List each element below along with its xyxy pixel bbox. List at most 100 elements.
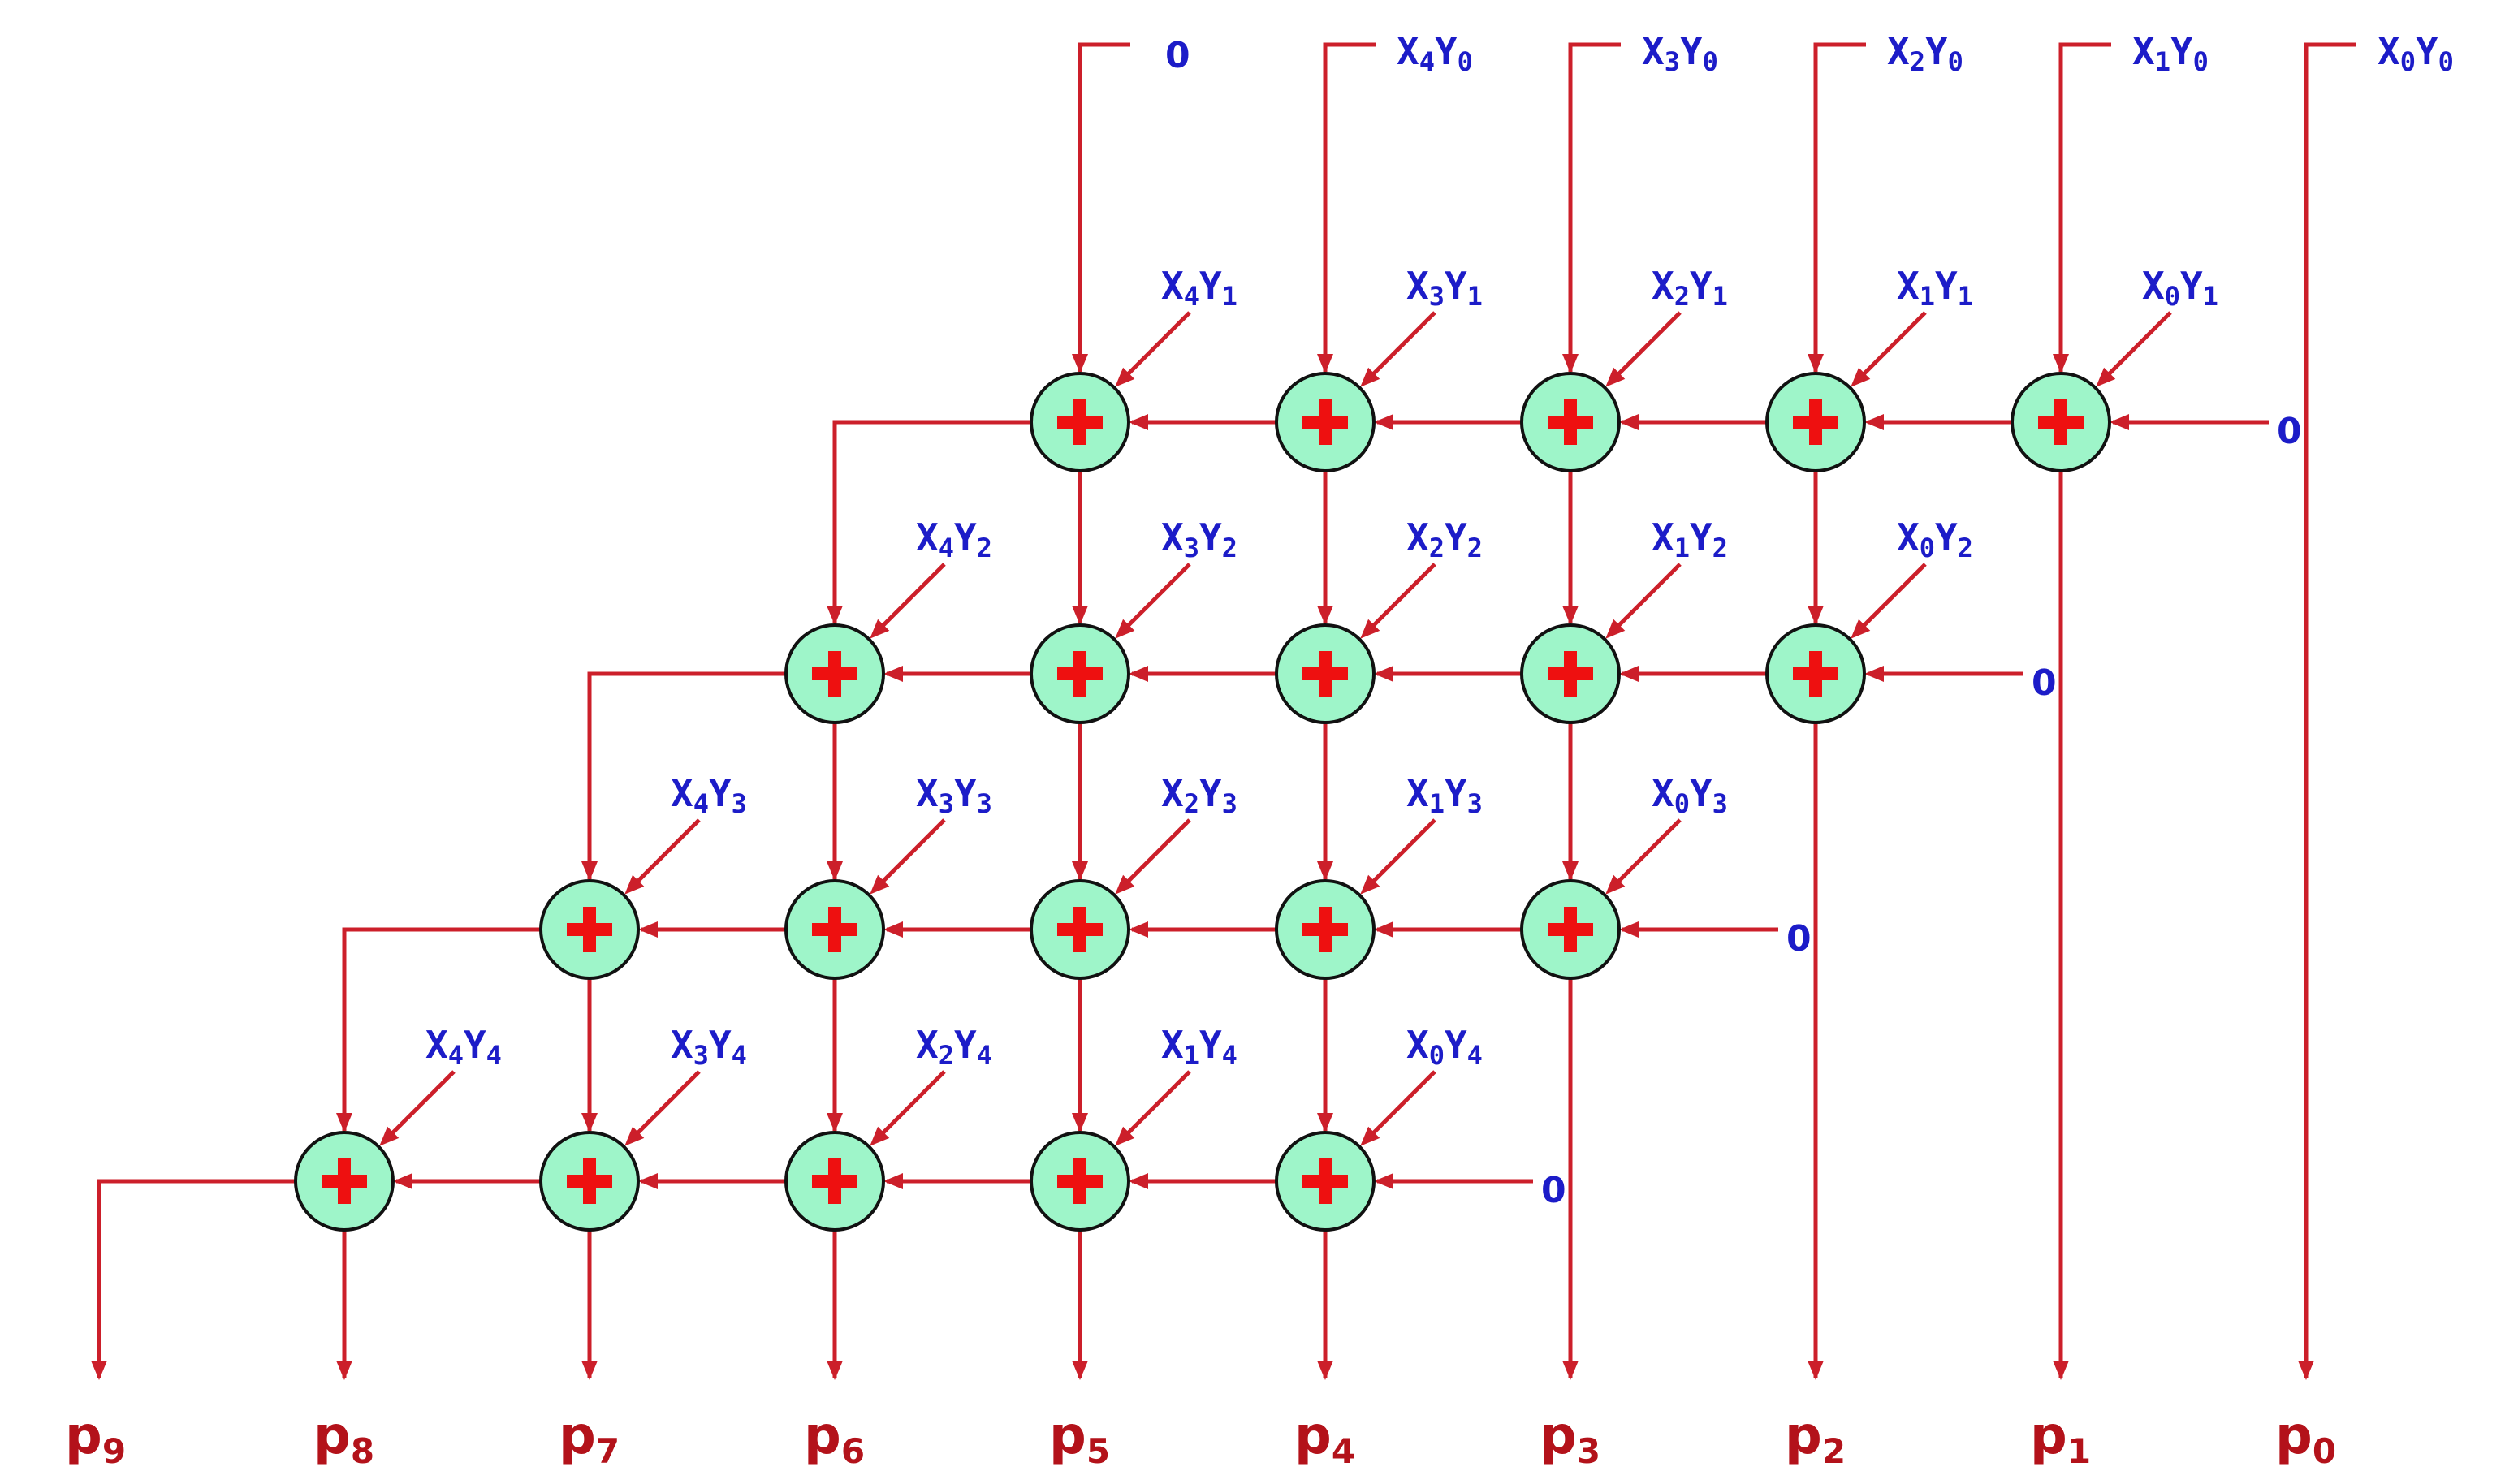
row4-sum-arrow-1: [581, 1361, 598, 1380]
row4-carry-arrow-3: [883, 1173, 903, 1189]
pp-wire-1-3: [1363, 818, 1436, 891]
pp-term-1-2: X1Y2: [1652, 516, 1728, 563]
pp-arrow-1-2: [1605, 619, 1626, 639]
row3-msb-arrow: [336, 1113, 352, 1132]
pp-arrow-1-4: [1115, 1126, 1135, 1146]
plus-icon-v: [583, 1158, 596, 1204]
row1-carry-arrow-3: [1619, 414, 1639, 430]
pp-arrow-1-1: [1851, 367, 1871, 387]
top-input-wire-top-c1: [2058, 42, 2111, 372]
pp-term-1-4: X1Y4: [1161, 1023, 1237, 1071]
pp-term-3-1: X3Y1: [1406, 264, 1483, 312]
row3-sum-arrow-2: [1072, 1113, 1088, 1132]
row4-carry-arrow-4: [1129, 1173, 1148, 1189]
pp-term-1-3: X1Y3: [1406, 771, 1483, 819]
top-zero-label: 0: [1165, 35, 1190, 76]
pp-wire-2-3: [1118, 818, 1191, 891]
top-input-arrow-top-c2: [1808, 354, 1824, 373]
pp-arrow-3-4: [624, 1126, 645, 1146]
output-p6: p6: [804, 1406, 865, 1471]
row2-zero-label: 0: [2032, 662, 2057, 704]
plus-icon-v: [1809, 399, 1822, 445]
top-input-wire-top-c0: [2304, 42, 2356, 372]
row2-carry-arrow-1: [883, 666, 903, 682]
plus-icon-v: [1073, 651, 1086, 697]
plus-icon-v: [583, 907, 596, 952]
row4-carry-arrow-1: [393, 1173, 412, 1189]
plus-icon-v: [828, 651, 841, 697]
top-input-wire-top-c3: [1568, 42, 1621, 372]
top-term-3-0: X3Y0: [1642, 29, 1718, 77]
row4-zero-label: 0: [1541, 1170, 1566, 1211]
pp-term-2-4: X2Y4: [916, 1023, 992, 1071]
plus-icon-v: [1073, 399, 1086, 445]
row4-carry-arrow-2: [638, 1173, 658, 1189]
row2-sum-arrow-0: [827, 861, 843, 881]
pp-term-3-2: X3Y2: [1161, 516, 1237, 563]
top-input-wire-top-c5: [1078, 42, 1130, 372]
pp-wire-3-2: [1118, 563, 1191, 636]
wire-layer: [91, 42, 2356, 1380]
pp-wire-2-1: [1609, 311, 1682, 384]
pp-wire-4-3: [628, 818, 701, 891]
row2-zero-arrow: [1864, 666, 1884, 682]
adder-1-1: [1765, 372, 1866, 472]
pp-arrow-4-4: [379, 1126, 400, 1146]
pp-arrow-0-3: [1605, 874, 1626, 895]
pp-wire-0-1: [2099, 311, 2172, 384]
top-input-arrow-top-c1: [2053, 354, 2069, 373]
adder-3-1: [1275, 372, 1376, 472]
pp-arrow-3-2: [1115, 619, 1135, 639]
top-term-2-0: X2Y0: [1887, 29, 1963, 77]
pp-arrow-4-3: [624, 874, 645, 895]
pp-arrow-0-2: [1851, 619, 1871, 639]
row1-zero-arrow: [2110, 414, 2129, 430]
row4-zero-arrow: [1374, 1173, 1393, 1189]
output-p1: p1: [2030, 1406, 2091, 1471]
output-p5: p5: [1049, 1406, 1110, 1471]
adder-4-1: [1030, 372, 1130, 472]
pp-arrow-3-1: [1360, 367, 1380, 387]
pp-arrow-2-2: [1360, 619, 1380, 639]
pp-arrow-3-3: [870, 874, 890, 895]
pp-term-4-4: X4Y4: [425, 1023, 502, 1071]
row1-zero-label: 0: [2277, 411, 2302, 452]
pp-term-0-3: X0Y3: [1652, 771, 1728, 819]
plus-icon-v: [1319, 651, 1332, 697]
plus-icon-v: [2054, 399, 2067, 445]
plus-icon-v: [1319, 1158, 1332, 1204]
plus-icon-v: [338, 1158, 351, 1204]
top-input-arrow-top-c4: [1317, 354, 1333, 373]
adder-3-2: [1030, 623, 1130, 724]
adder-1-3: [1275, 879, 1376, 980]
adder-layer: [294, 372, 2111, 1232]
output-p0: p0: [2275, 1406, 2336, 1471]
top-input-wire-top-c4: [1323, 42, 1376, 372]
row3-carry-arrow-4: [1374, 921, 1393, 938]
adder-4-2: [784, 623, 885, 724]
pp-term-1-1: X1Y1: [1897, 264, 1973, 312]
adder-0-1: [2011, 372, 2111, 472]
row1-sum-arrow-0: [1072, 606, 1088, 625]
row3-zero-arrow: [1619, 921, 1639, 938]
row1-carry-arrow-4: [1864, 414, 1884, 430]
row1-sum-arrow-1: [1317, 606, 1333, 625]
pp-term-2-1: X2Y1: [1652, 264, 1728, 312]
p0-arrow: [2298, 1361, 2314, 1380]
pp-arrow-0-4: [1360, 1126, 1380, 1146]
plus-icon-v: [1564, 651, 1577, 697]
plus-icon-v: [1564, 907, 1577, 952]
pp-wire-0-4: [1363, 1070, 1436, 1143]
pp-wire-4-1: [1118, 311, 1191, 384]
pp-term-2-2: X2Y2: [1406, 516, 1483, 563]
output-p4: p4: [1294, 1406, 1355, 1471]
adder-2-2: [1275, 623, 1376, 724]
row3-carry-arrow-2: [883, 921, 903, 938]
top-input-arrow-top-c5: [1072, 354, 1088, 373]
pp-wire-0-3: [1609, 818, 1682, 891]
pp-arrow-2-4: [870, 1126, 890, 1146]
row4-sum-arrow-0: [336, 1361, 352, 1380]
adder-1-2: [1520, 623, 1621, 724]
row3-sum-arrow-3: [1317, 1113, 1333, 1132]
